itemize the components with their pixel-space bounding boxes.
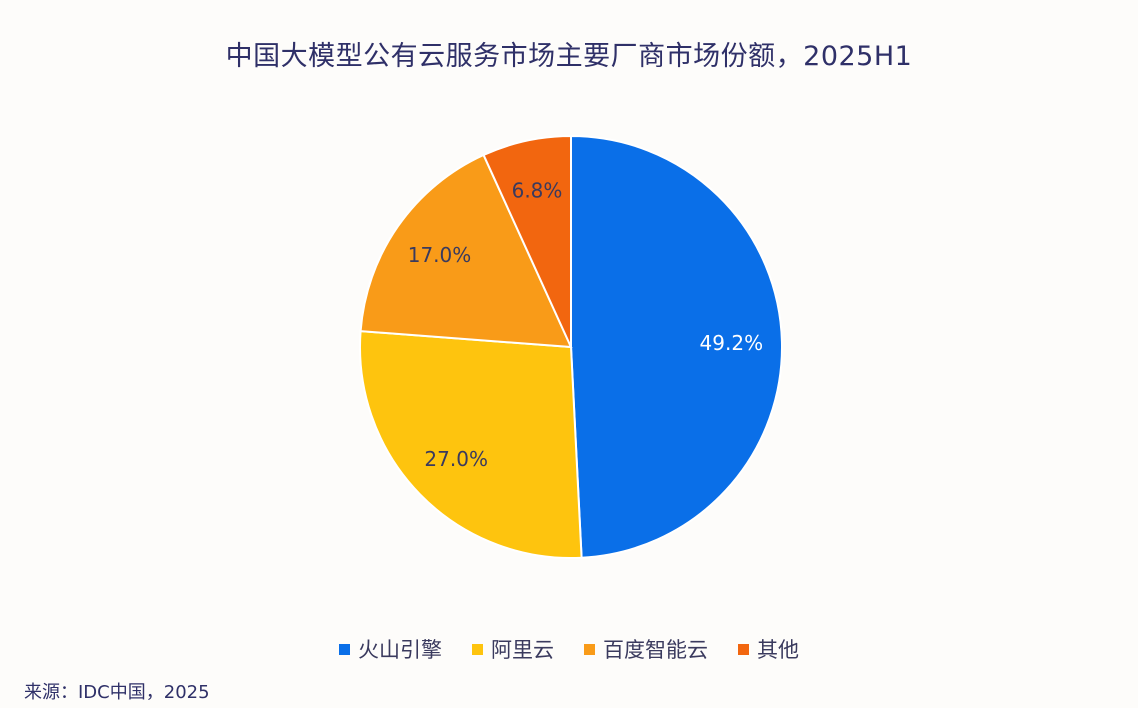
legend-label: 百度智能云 [603,638,708,662]
legend-label: 其他 [757,638,799,662]
legend-label: 阿里云 [491,638,554,662]
legend-item: 火山引擎 [339,634,442,664]
chart-title: 中国大模型公有云服务市场主要厂商市场份额，2025H1 [225,41,913,72]
legend-item: 百度智能云 [584,634,708,664]
legend-item: 其他 [738,634,799,664]
legend-swatch [339,643,350,655]
legend-label: 火山引擎 [358,638,442,662]
slice-label-2: 17.0% [408,243,472,267]
pie-slice-1 [359,330,583,559]
legend-swatch [738,643,749,655]
legend-item: 阿里云 [472,634,554,664]
legend-swatch [584,643,595,655]
legend-swatch [472,643,483,655]
legend: 火山引擎 阿里云 百度智能云 其他 [0,634,1138,664]
slice-label-1: 27.0% [424,447,488,471]
slice-label-0: 49.2% [700,331,764,355]
pie-slice-3 [482,134,572,348]
pie-slice-0 [570,134,783,559]
pie-slice-2 [359,153,573,349]
source-note: 来源：IDC中国，2025 [24,682,210,703]
slice-label-3: 6.8% [512,178,563,202]
